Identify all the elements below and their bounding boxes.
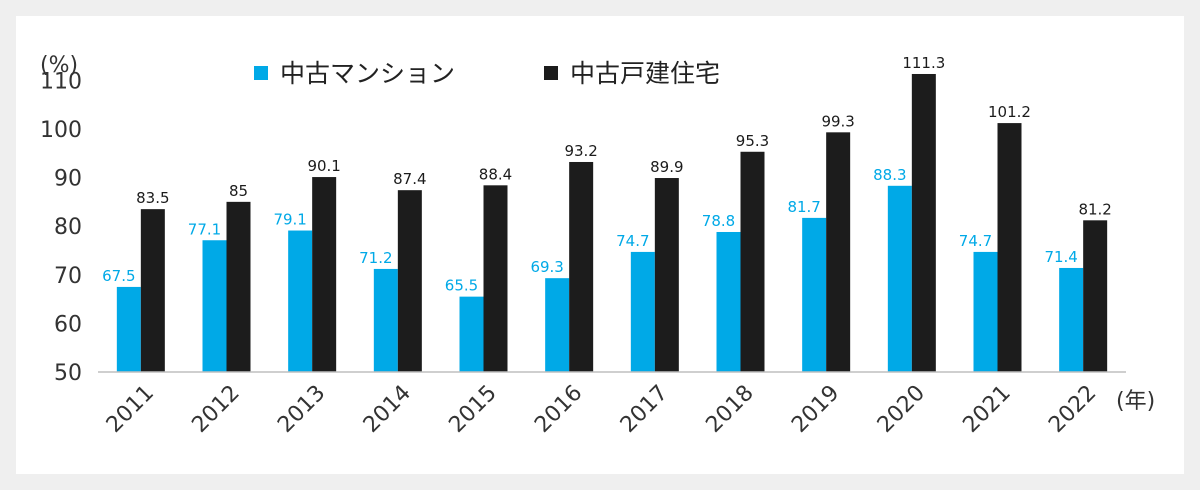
bar-mansion [802, 217, 827, 372]
bar-mansion [545, 278, 570, 372]
bar-house [140, 209, 165, 372]
bar-mansion [459, 296, 484, 372]
data-label: 101.2 [988, 103, 1031, 121]
bar-house [911, 73, 936, 372]
bar-mansion [630, 251, 655, 372]
data-label: 78.8 [702, 212, 735, 230]
bar-house [483, 185, 508, 372]
y-axis: 50 60 70 80 90 100 110 [40, 69, 82, 386]
chart-card: 50 60 70 80 90 100 110 67.5 83.5 77.1 85 79.1 90.1 7… [16, 16, 1184, 474]
bar-house [654, 178, 679, 372]
data-label: 88.4 [479, 165, 512, 183]
y-tick-label: 110 [40, 69, 82, 94]
data-label: 89.9 [650, 158, 683, 176]
bar-house [312, 177, 337, 372]
legend-swatch [544, 66, 558, 80]
x-tick-label: 2016 [530, 381, 587, 438]
y-tick-label: 90 [54, 167, 82, 192]
x-tick-label: 2017 [616, 381, 673, 438]
bar-house [226, 201, 251, 372]
data-label: 95.3 [736, 132, 769, 150]
x-tick-label: 2012 [187, 381, 244, 438]
bar-house [997, 123, 1022, 372]
x-tick-label: 2022 [1044, 381, 1101, 438]
data-label: 65.5 [445, 277, 478, 295]
x-tick-label: 2019 [787, 381, 844, 438]
x-tick-label: 2021 [958, 381, 1015, 438]
data-label: 69.3 [530, 258, 563, 276]
bar-house [569, 161, 594, 372]
data-label: 71.4 [1044, 248, 1077, 266]
x-tick-label: 2015 [444, 381, 501, 438]
bar-mansion [887, 185, 912, 372]
data-label: 85 [229, 182, 248, 200]
bar-chart: 50 60 70 80 90 100 110 67.5 83.5 77.1 85 79.1 90.1 7… [40, 53, 1155, 438]
legend-label: 中古マンション [280, 59, 455, 88]
bar-mansion [373, 268, 398, 372]
x-tick-label: 2014 [359, 381, 416, 438]
data-label: 74.7 [616, 232, 649, 250]
legend: 中古マンション 中古戸建住宅 [254, 59, 720, 88]
bar-house [1083, 220, 1108, 372]
bar-mansion [202, 240, 227, 372]
data-label: 81.2 [1078, 200, 1111, 218]
data-label: 83.5 [136, 189, 169, 207]
x-tick-label: 2018 [701, 381, 758, 438]
data-label: 77.1 [188, 220, 221, 238]
legend-swatch [254, 66, 268, 80]
data-label: 87.4 [393, 170, 426, 188]
y-tick-label: 70 [54, 264, 82, 289]
bars: 67.5 83.5 77.1 85 79.1 90.1 71.2 87.4 65.5 88.4 69… [102, 54, 1112, 372]
data-label: 93.2 [564, 142, 597, 160]
x-unit-label: (年) [1116, 389, 1155, 414]
x-tick-label: 2011 [102, 381, 159, 438]
data-label: 81.7 [787, 198, 820, 216]
bar-house [740, 151, 765, 372]
x-tick-label: 2020 [873, 381, 930, 438]
y-tick-label: 80 [54, 215, 82, 240]
y-unit-label: (%) [40, 53, 78, 78]
bar-house [397, 190, 422, 372]
legend-label: 中古戸建住宅 [570, 59, 720, 88]
y-tick-label: 100 [40, 118, 82, 143]
y-tick-label: 60 [54, 312, 82, 337]
bar-mansion [716, 231, 741, 372]
y-tick-label: 50 [54, 361, 82, 386]
x-axis: 2011 2012 2013 2014 2015 2016 2017 2018 2019 2020… [98, 371, 1126, 438]
bar-mansion [116, 286, 141, 372]
bar-mansion [1059, 267, 1084, 372]
bar-mansion [288, 230, 313, 372]
data-label: 74.7 [959, 232, 992, 250]
bar-house [826, 132, 851, 372]
data-label: 79.1 [273, 211, 306, 229]
data-label: 67.5 [102, 267, 135, 285]
bar-mansion [973, 251, 998, 372]
data-label: 90.1 [307, 157, 340, 175]
data-label: 99.3 [821, 112, 854, 130]
data-label: 88.3 [873, 166, 906, 184]
x-tick-label: 2013 [273, 381, 330, 438]
data-label: 111.3 [902, 54, 945, 72]
data-label: 71.2 [359, 249, 392, 267]
